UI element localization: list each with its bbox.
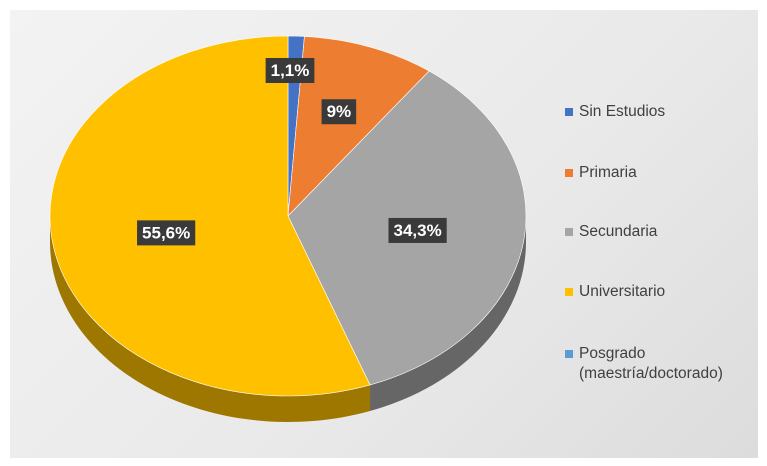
data-label-box-primaria: [321, 99, 357, 125]
pie-slice-universitario: [49, 35, 371, 397]
data-label-universitario: 55,6%: [137, 220, 196, 246]
legend-label: Posgrado (maestría/doctorado): [579, 345, 723, 382]
legend-item-universitario: Universitario: [565, 282, 665, 302]
data-label-box-universitario: [137, 220, 196, 246]
pie-chart: 1,1% 9% 34,3% 55,6%: [49, 35, 527, 423]
data-label-text-universitario: 55,6%: [142, 223, 190, 242]
pie-data-labels: 1,1% 9% 34,3% 55,6%: [137, 58, 447, 246]
pie-slices: [49, 35, 527, 397]
data-label-secundaria: 34,3%: [388, 217, 447, 243]
legend-swatch-posgrado-maestria-doctorado: [565, 350, 573, 358]
legend-item-sin-estudios: Sin Estudios: [565, 102, 665, 122]
data-label-text-primaria: 9%: [327, 102, 352, 121]
data-label-text-secundaria: 34,3%: [393, 221, 441, 240]
legend-item-primaria: Primaria: [565, 163, 637, 183]
legend-swatch-secundaria: [565, 228, 573, 236]
data-label-box-secundaria: [388, 217, 447, 243]
data-label-box-sin-estudios: [265, 58, 315, 83]
legend-label: Universitario: [579, 283, 666, 300]
pie-side-universitario: [50, 216, 371, 423]
data-label-primaria: 9%: [321, 99, 357, 125]
pie-side-secundaria: [370, 216, 526, 411]
data-label-text-sin-estudios: 1,1%: [271, 61, 310, 80]
legend-item-secundaria: Secundaria: [565, 222, 657, 242]
pie-slice-primaria: [287, 36, 430, 217]
legend-swatch-universitario: [565, 288, 573, 296]
legend-label: Sin Estudios: [579, 103, 666, 120]
legend-label: Primaria: [579, 164, 637, 181]
legend-swatch-sin-estudios: [565, 108, 573, 116]
data-label-sin-estudios: 1,1%: [265, 58, 315, 83]
legend-swatch-primaria: [565, 169, 573, 177]
pie-3d-sides: [50, 216, 526, 423]
chart-area: 1,1% 9% 34,3% 55,6% Sin Estudios Primaria Sec…: [10, 10, 758, 458]
legend-item-posgrado-maestria-doctorado: Posgrado (maestría/doctorado): [565, 344, 723, 384]
legend-label: Secundaria: [579, 223, 658, 240]
